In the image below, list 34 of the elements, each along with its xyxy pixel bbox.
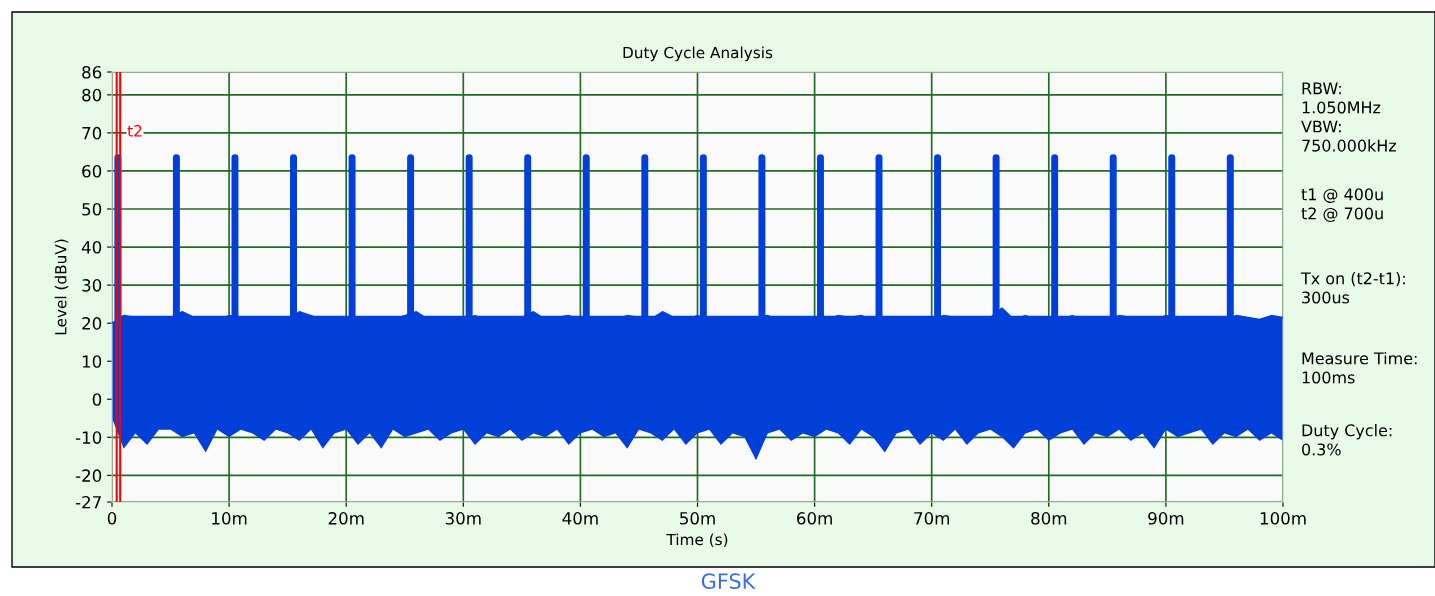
text: Measure Time: 100ms [1302,352,1417,384]
text: Tx on (t2-t1): 300us [1300,272,1405,304]
text: t1 @ 400u t2 @ 700u [1301,188,1383,223]
ref-line-label: t2 [127,125,142,137]
x-tick-label: 0 [107,512,117,525]
x-tick-label: 80m [1031,512,1067,525]
y-tick-label: 30 [82,279,102,292]
chart-title: Duty Cycle Analysis [623,46,773,62]
y-tick-label: 50 [82,202,102,216]
y-tick-label: 70 [82,126,102,140]
y-tick-label: 80 [82,88,102,102]
y-tick-label: 0 [92,393,102,406]
text: GFSK [701,573,756,590]
x-tick-label: 30m [445,512,481,525]
y-tick-label: 86 [82,65,102,79]
x-tick-label: 70m [914,512,950,525]
y-tick-label: -10 [75,431,102,444]
x-tick-label: 100m [1260,512,1306,525]
y-axis-title: Level (dBuV) [54,239,69,335]
y-tick-label: -27 [75,495,101,509]
x-tick-label: 60m [797,512,832,525]
y-tick-label: -20 [75,469,102,482]
x-tick-label: 40m [562,512,598,525]
y-tick-label: 20 [82,317,102,330]
x-tick-label: 20m [328,512,364,525]
x-tick-label: 90m [1148,512,1184,525]
text: RBW: 1.050MHz VBW: 750.000kHz [1301,82,1397,152]
y-tick-label: 40 [81,241,102,254]
text: Duty Cycle: 0.3% [1302,424,1392,456]
y-tick-label: 60 [82,164,102,178]
x-tick-label: 50m [680,512,715,525]
x-tick-label: 10m [212,512,247,525]
y-tick-label: 10 [82,355,102,368]
x-axis-title: Time (s) [666,533,728,548]
